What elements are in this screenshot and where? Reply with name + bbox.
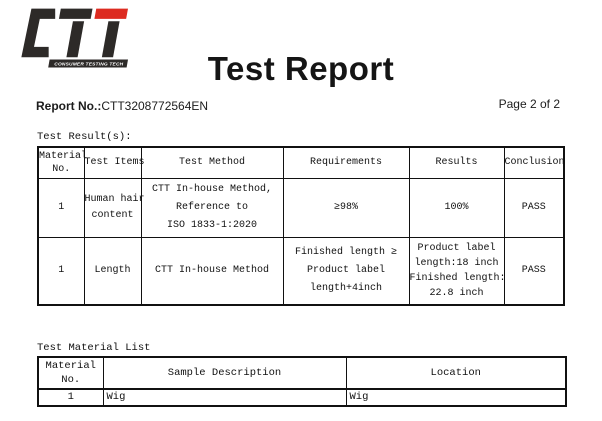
logo-tagline-bar xyxy=(48,59,129,68)
material-header-row: Material No. Sample Description Location xyxy=(37,356,567,390)
results-row-1: 1 Human hair content CTT In-house Method… xyxy=(37,177,565,238)
cell-requirements: ≥98% xyxy=(282,177,410,238)
cell-location: Wig xyxy=(345,388,567,407)
report-number-line: Report No.:CTT3208772564EN xyxy=(36,99,208,113)
test-results-table: Material No. Test Items Test Method Requ… xyxy=(37,146,565,306)
col-header-material-no: Material No. xyxy=(37,146,87,179)
col-header-sample-description: Sample Description xyxy=(102,356,347,390)
page-title: Test Report xyxy=(207,50,395,87)
col-header-conclusion: Conclusion xyxy=(503,146,565,179)
ctt-logo: CONSUMER TESTING TECH xyxy=(16,7,129,71)
logo-letter-t1-bar xyxy=(58,8,93,19)
col-header-test-items: Test Items xyxy=(83,146,145,179)
cell-test-items: Human hair content xyxy=(83,177,145,238)
col-header-results: Results xyxy=(408,146,505,179)
logo-letter-t2-stem xyxy=(101,21,120,58)
logo-tagline-text: CONSUMER TESTING TECH xyxy=(54,62,123,68)
cell-requirements: Finished length ≥ Product label length+4… xyxy=(282,236,410,306)
col-header-requirements: Requirements xyxy=(282,146,410,179)
cell-results: 100% xyxy=(408,177,505,238)
logo-letter-t2-bar-red xyxy=(94,8,128,19)
cell-test-items: Length xyxy=(83,236,142,306)
cell-test-method: CTT In-house Method xyxy=(140,236,284,306)
results-row-2: 1 Length CTT In-house Method Finished le… xyxy=(37,236,565,306)
cell-conclusion: PASS xyxy=(503,177,565,238)
col-header-location: Location xyxy=(345,356,567,390)
test-material-list-label: Test Material List xyxy=(37,342,151,354)
cell-results: Product label length:18 inch Finished le… xyxy=(408,236,506,306)
results-header-row: Material No. Test Items Test Method Requ… xyxy=(37,146,565,179)
report-number-label: Report No.: xyxy=(36,99,102,113)
material-row-1: 1 Wig Wig xyxy=(37,388,567,407)
col-header-material-no: Material No. xyxy=(37,356,104,390)
col-header-test-method: Test Method xyxy=(140,146,284,179)
report-number-value: CTT3208772564EN xyxy=(101,99,209,113)
logo-letter-c xyxy=(21,8,56,58)
logo-letter-t1-stem xyxy=(66,21,85,58)
cell-material-no: 1 xyxy=(37,388,104,407)
cell-material-no: 1 xyxy=(37,236,85,306)
cell-conclusion: PASS xyxy=(503,236,565,306)
cell-sample-description: Wig xyxy=(102,388,347,407)
cell-material-no: 1 xyxy=(37,177,85,238)
test-material-list-table: Material No. Sample Description Location… xyxy=(37,356,567,407)
test-results-label: Test Result(s): xyxy=(37,131,132,143)
page-indicator: Page 2 of 2 xyxy=(498,97,560,111)
cell-test-method: CTT In-house Method, Reference to ISO 18… xyxy=(140,177,284,238)
ctt-logo-graphic: CONSUMER TESTING TECH xyxy=(21,8,129,68)
